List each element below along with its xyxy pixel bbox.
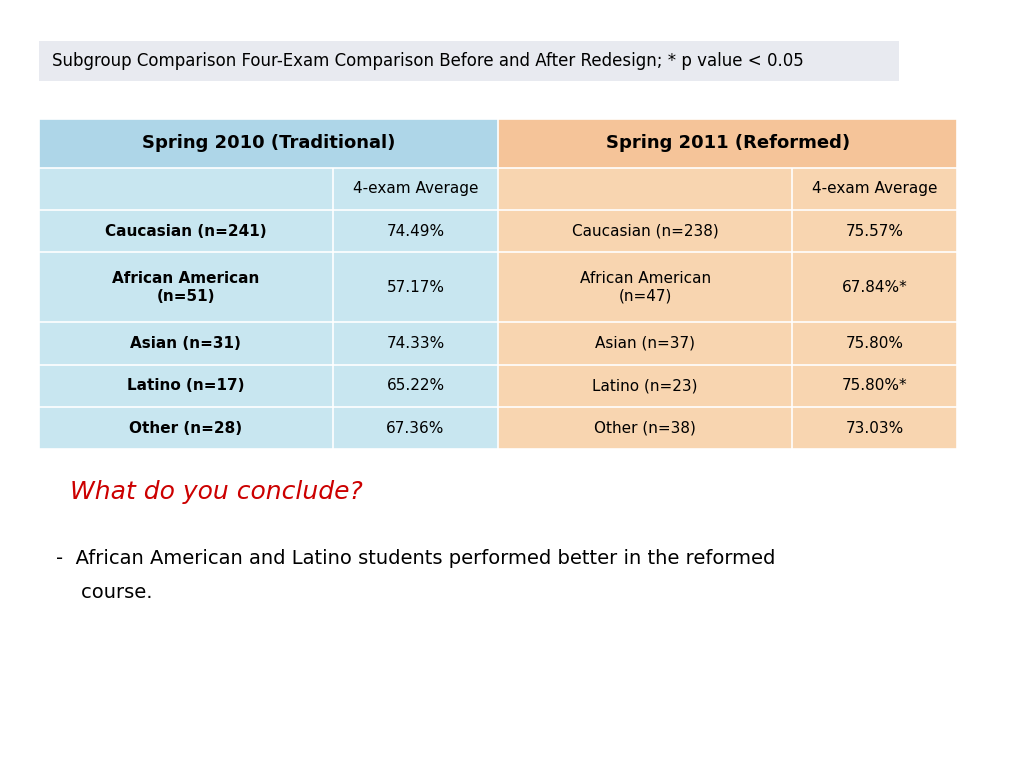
Text: African American
(n=51): African American (n=51) xyxy=(113,271,259,303)
Text: Asian (n=31): Asian (n=31) xyxy=(130,336,242,351)
Text: Spring 2011 (Reformed): Spring 2011 (Reformed) xyxy=(606,134,850,152)
Text: 67.84%*: 67.84%* xyxy=(842,280,907,295)
Text: African American
(n=47): African American (n=47) xyxy=(580,271,711,303)
Text: 74.49%: 74.49% xyxy=(386,223,444,239)
Text: Caucasian (n=238): Caucasian (n=238) xyxy=(571,223,719,239)
Text: Other (n=38): Other (n=38) xyxy=(594,421,696,435)
Text: 57.17%: 57.17% xyxy=(386,280,444,295)
Text: 73.03%: 73.03% xyxy=(846,421,904,435)
Text: Subgroup Comparison Four-Exam Comparison Before and After Redesign; * p value < : Subgroup Comparison Four-Exam Comparison… xyxy=(52,51,804,70)
Text: Latino (n=17): Latino (n=17) xyxy=(127,379,245,393)
Text: 67.36%: 67.36% xyxy=(386,421,444,435)
Text: 75.80%*: 75.80%* xyxy=(842,379,907,393)
Text: 74.33%: 74.33% xyxy=(386,336,444,351)
Text: Spring 2010 (Traditional): Spring 2010 (Traditional) xyxy=(142,134,395,152)
Text: What do you conclude?: What do you conclude? xyxy=(70,480,362,504)
Text: 75.57%: 75.57% xyxy=(846,223,904,239)
Text: Latino (n=23): Latino (n=23) xyxy=(593,379,698,393)
Text: 75.80%: 75.80% xyxy=(846,336,904,351)
Text: 4-exam Average: 4-exam Average xyxy=(812,181,938,197)
Text: 4-exam Average: 4-exam Average xyxy=(352,181,478,197)
Text: Caucasian (n=241): Caucasian (n=241) xyxy=(105,223,266,239)
Text: -  African American and Latino students performed better in the reformed
    cou: - African American and Latino students p… xyxy=(56,549,776,602)
Text: Asian (n=37): Asian (n=37) xyxy=(595,336,695,351)
Text: Other (n=28): Other (n=28) xyxy=(129,421,243,435)
Text: 65.22%: 65.22% xyxy=(386,379,444,393)
